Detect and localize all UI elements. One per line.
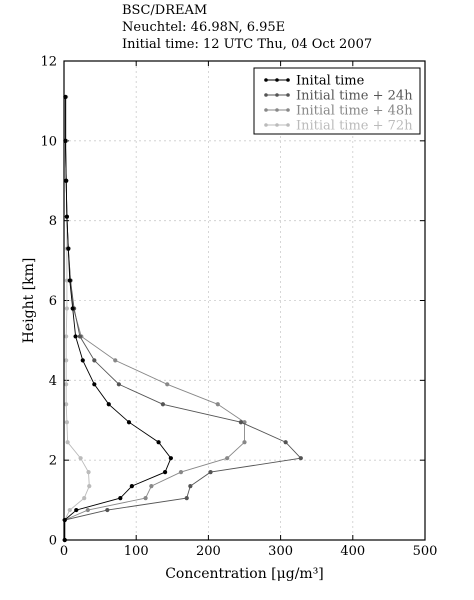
data-point: [149, 484, 154, 489]
data-point: [106, 402, 111, 407]
data-point: [70, 306, 75, 311]
data-point: [143, 495, 148, 501]
data-point: [283, 440, 288, 445]
legend-swatch-marker: [275, 108, 279, 112]
legend-swatch-marker: [286, 93, 290, 97]
data-point: [87, 484, 92, 489]
data-point: [242, 440, 247, 445]
legend-swatch-marker: [286, 108, 290, 112]
x-tick-label: 300: [268, 544, 293, 559]
data-point: [64, 382, 69, 387]
x-tick-label: 0: [60, 544, 68, 559]
data-point: [73, 334, 78, 339]
data-point: [208, 470, 213, 475]
data-point: [129, 484, 134, 489]
data-point: [74, 507, 79, 513]
data-point: [126, 420, 132, 425]
data-point: [113, 358, 118, 363]
data-point: [66, 246, 71, 251]
data-point: [67, 507, 72, 513]
legend-entry-label: Initial time + 72h: [296, 119, 413, 134]
data-point: [64, 358, 69, 363]
legend-entry-label: Initial time + 24h: [296, 89, 413, 104]
data-point: [64, 278, 69, 283]
data-point: [78, 456, 83, 461]
y-tick-label: 6: [49, 294, 57, 309]
series-line: [64, 96, 90, 540]
header-model: BSC/DREAM: [122, 3, 208, 18]
legend-swatch-marker: [264, 123, 268, 127]
y-tick-label: 8: [49, 214, 57, 229]
data-point: [67, 278, 72, 283]
data-point: [85, 507, 90, 513]
data-point: [82, 495, 87, 501]
legend-swatch-marker: [275, 123, 279, 127]
data-point: [64, 420, 69, 425]
x-tick-label: 500: [413, 544, 438, 559]
data-point: [160, 402, 166, 407]
series-line: [64, 96, 245, 540]
data-point: [215, 402, 220, 407]
data-point: [86, 470, 91, 475]
data-point: [118, 495, 123, 501]
data-point: [178, 470, 184, 475]
data-point: [184, 495, 189, 501]
y-tick-label: 2: [49, 454, 57, 469]
legend-swatch-marker: [286, 78, 290, 82]
grid-lines: [64, 61, 425, 540]
data-point: [298, 456, 303, 461]
legend-box: [253, 67, 421, 135]
data-point: [64, 214, 69, 219]
data-point: [62, 517, 67, 523]
data-point: [64, 334, 69, 339]
legend-swatch-marker: [275, 93, 279, 97]
data-point: [165, 382, 170, 387]
x-tick-label: 100: [124, 544, 149, 559]
legend-entry-label: Initial time + 48h: [296, 104, 413, 119]
header-location: Neuchtel: 46.98N, 6.95E: [122, 20, 286, 35]
data-point: [65, 440, 70, 445]
data-point: [105, 507, 110, 513]
y-axis-label: Height [km]: [21, 258, 37, 344]
series-line: [64, 96, 172, 540]
data-point: [238, 420, 243, 425]
series-group: [62, 94, 303, 543]
y-tick-label: 0: [49, 534, 57, 549]
header-initial-time: Initial time: 12 UTC Thu, 04 Oct 2007: [122, 37, 373, 52]
series-line: [64, 96, 302, 540]
data-point: [92, 382, 97, 387]
data-point: [92, 358, 97, 363]
data-point: [162, 470, 168, 475]
legend-swatch-marker: [275, 78, 279, 82]
data-point: [168, 456, 173, 461]
y-tick-label: 12: [40, 55, 57, 70]
x-axis-label: Concentration [μg/m³]: [165, 566, 324, 582]
chart-header: BSC/DREAM Neuchtel: 46.98N, 6.95E Initia…: [122, 2, 372, 53]
x-tick-label: 400: [340, 544, 365, 559]
data-point: [116, 382, 121, 387]
legend-swatch-marker: [264, 78, 268, 82]
y-tick-label: 4: [49, 374, 57, 389]
data-point: [80, 358, 85, 363]
data-point: [156, 440, 161, 445]
data-point: [225, 456, 230, 461]
y-tick-label: 10: [40, 134, 57, 149]
data-point: [77, 334, 82, 339]
data-point: [64, 306, 69, 311]
plot-frame: [63, 60, 426, 541]
axis-ticks: 0 100 200 300 400 500 0 2 4 6 8 10 12: [40, 55, 437, 560]
data-point: [64, 402, 69, 407]
legend-swatch-marker: [286, 123, 290, 127]
legend-swatch-marker: [264, 108, 268, 112]
data-point: [188, 484, 193, 489]
legend-entry-label: Inital time: [296, 74, 365, 89]
data-point: [64, 178, 69, 183]
legend-swatch-marker: [264, 93, 268, 97]
x-tick-label: 200: [196, 544, 221, 559]
